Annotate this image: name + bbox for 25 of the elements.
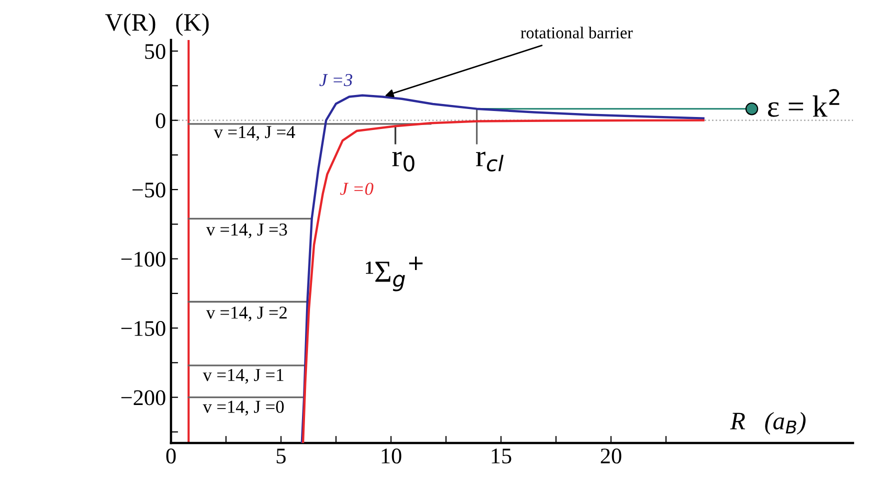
annotation: v =14, J =1 <box>202 368 284 384</box>
y-tick-label: 50 <box>145 44 166 60</box>
series-label: J =0 <box>340 182 374 195</box>
annotation: r$_{cl}$ <box>476 152 504 172</box>
x-axis-title: R (a$_{B}$) <box>730 412 806 435</box>
y-tick-label: −50 <box>132 182 166 198</box>
annotation: v =14, J =3 <box>206 223 287 238</box>
annotation: ε = k$^{2}$ <box>768 89 840 117</box>
x-tick-label: 10 <box>382 448 402 464</box>
annotation: v =14, J =2 <box>206 306 287 322</box>
annotation: v =14, J =0 <box>202 400 284 416</box>
x-tick-label: 15 <box>492 448 512 464</box>
annotation: ¹Σ$_{g}$$^{+}$ <box>366 256 423 292</box>
y-axis-title: V(R) (K) <box>105 13 209 36</box>
series-label: J =3 <box>319 74 352 86</box>
y-tick-label: −200 <box>121 390 166 406</box>
y-tick-label: 0 <box>156 113 166 128</box>
y-tick-label: −100 <box>121 252 166 267</box>
annotation: rotational barrier <box>520 26 633 38</box>
y-tick-label: −150 <box>121 320 166 336</box>
x-tick-label: 5 <box>276 448 286 464</box>
annotation: r$_{0}$ <box>392 152 414 172</box>
annotation: v =14, J =4 <box>214 126 296 141</box>
x-tick-label: 20 <box>600 448 622 464</box>
x-tick-label: 0 <box>166 448 176 464</box>
